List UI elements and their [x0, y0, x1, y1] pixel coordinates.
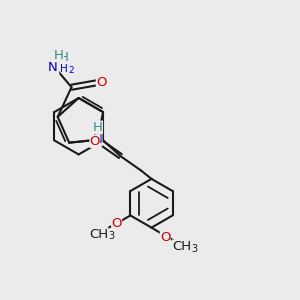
Text: CH: CH — [89, 227, 108, 241]
Text: S: S — [93, 133, 101, 146]
Text: H: H — [50, 63, 58, 73]
Text: H: H — [54, 49, 64, 62]
Text: O: O — [111, 217, 122, 230]
Text: H: H — [93, 121, 103, 134]
Text: O: O — [97, 76, 107, 89]
Text: N: N — [49, 61, 58, 74]
Text: 3: 3 — [191, 244, 197, 254]
Text: H: H — [60, 64, 68, 74]
Text: H: H — [59, 51, 69, 64]
Text: 2: 2 — [68, 66, 74, 75]
Text: 3: 3 — [109, 231, 115, 242]
Text: N: N — [92, 133, 102, 146]
Text: O: O — [160, 231, 170, 244]
Text: N: N — [48, 61, 58, 74]
Text: O: O — [90, 135, 100, 148]
Text: CH: CH — [172, 240, 191, 253]
